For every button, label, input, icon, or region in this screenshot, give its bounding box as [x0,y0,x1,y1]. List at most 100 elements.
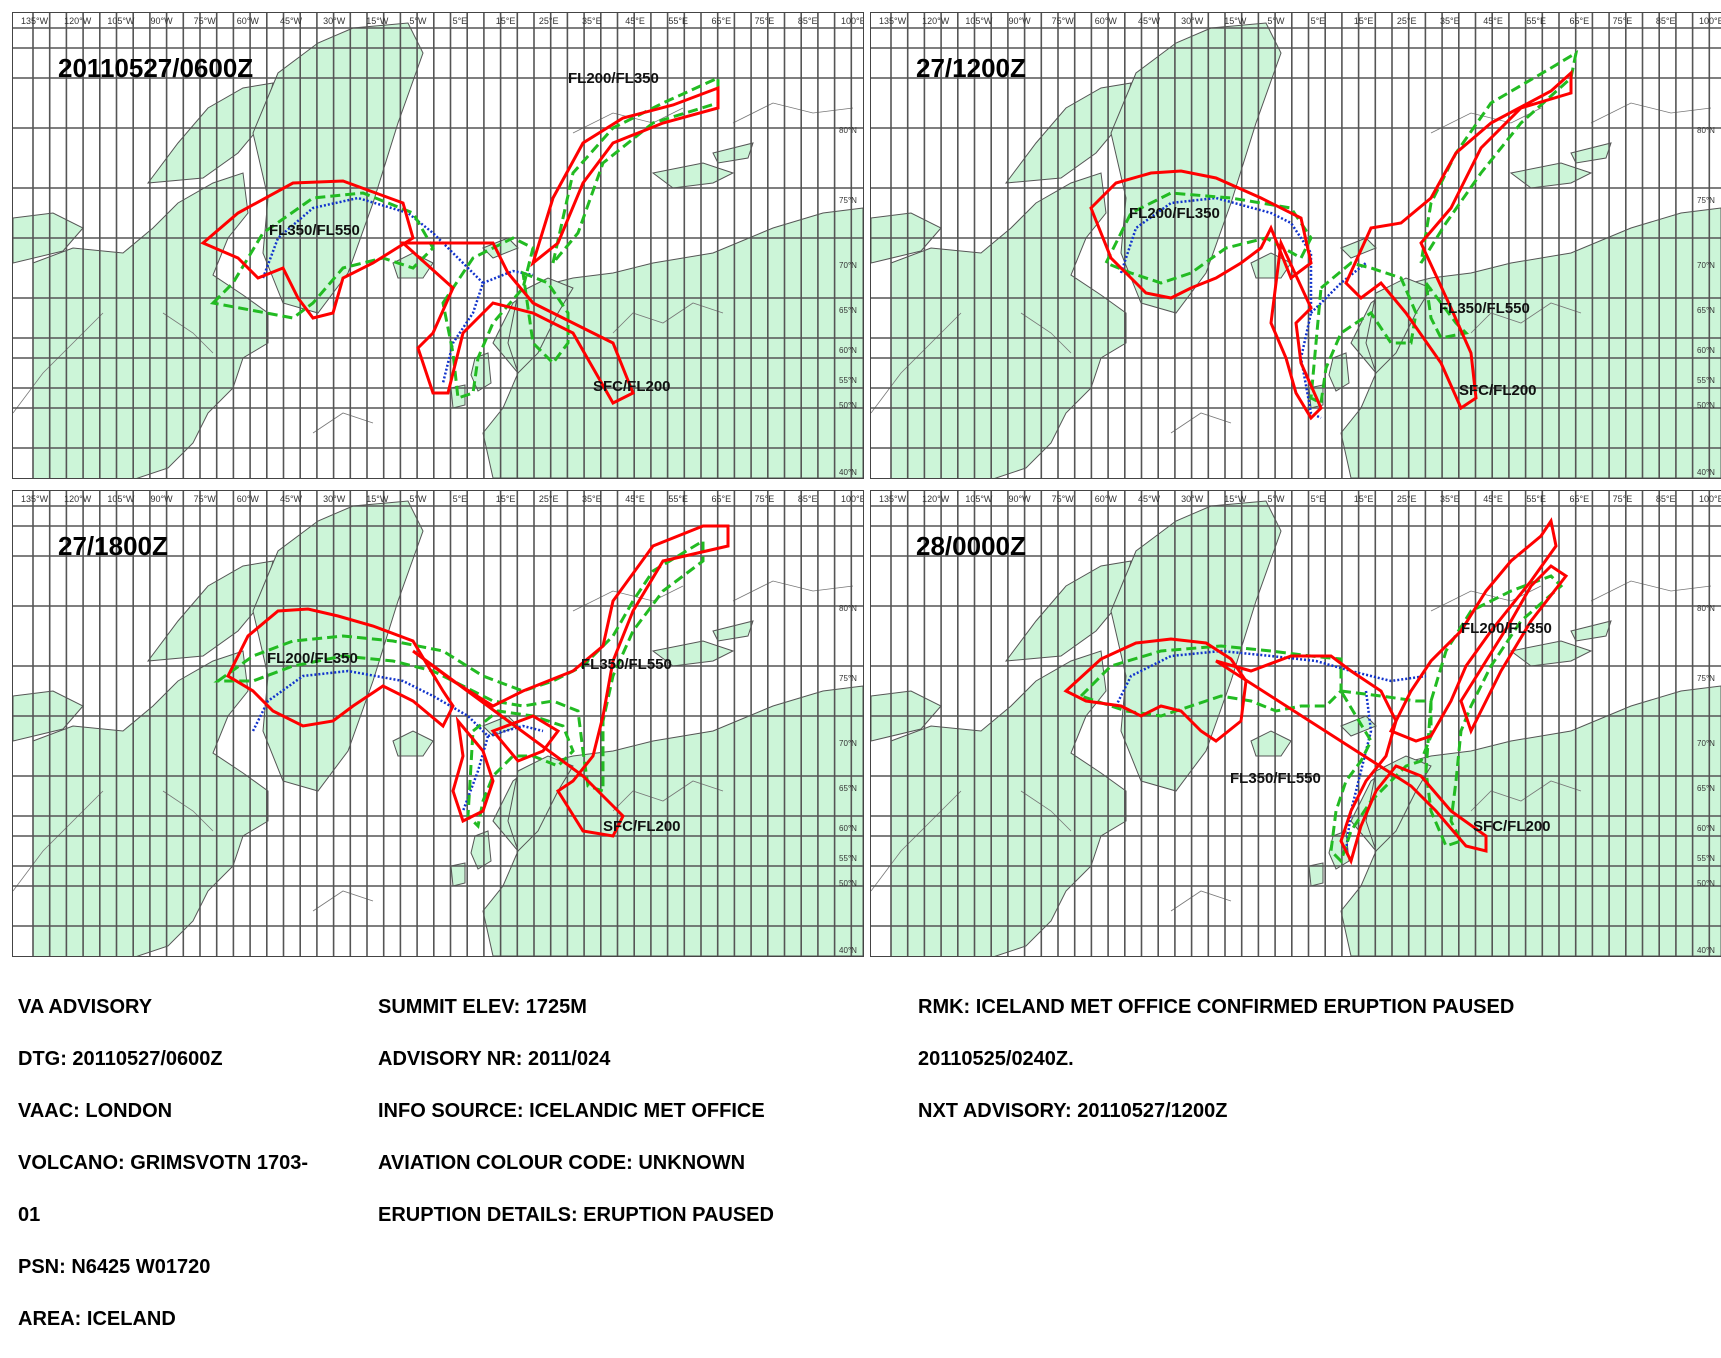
latitude-label: 60°N [839,824,857,833]
advisory-line: PSN: N6425 W01720 [18,1256,211,1278]
longitude-label: 45°E [625,16,645,26]
landmass [1250,730,1292,757]
coastline [1170,890,1232,912]
longitude-label: 15°E [1354,16,1374,26]
latitude-label: 50°N [839,879,857,888]
latitude-label: 75°N [1697,196,1715,205]
landmass [1365,755,1432,852]
coastline [312,412,374,434]
latitude-label: 40°N [839,468,857,477]
longitude-label: 15°W [366,16,389,26]
longitude-label: 5°E [1311,494,1326,504]
latitude-label: 60°N [1697,824,1715,833]
longitude-label: 25°E [1397,16,1417,26]
landmass [1110,500,1282,792]
coastline [1590,580,1712,602]
longitude-label: 75°E [1613,494,1633,504]
longitude-label: 45°E [1483,494,1503,504]
longitude-label: 15°W [1224,16,1247,26]
landmass [1004,560,1132,662]
landmass [392,730,434,757]
latitude-label: 50°N [839,401,857,410]
ash-plume-sfc-fl200 [451,715,495,824]
flight-level-label: FL200/FL350 [568,70,659,87]
longitude-label: 15°W [1224,494,1247,504]
advisory-line: NXT ADVISORY: 20110527/1200Z [918,1100,1228,1122]
longitude-label: 15°E [496,16,516,26]
latitude-label: 50°N [1697,879,1715,888]
coastline [162,312,214,354]
panel-title: 27/1800Z [58,531,168,561]
panel-title: 20110527/0600Z [58,53,254,83]
longitude-label: 35°E [582,16,602,26]
longitude-label: 85°E [798,16,818,26]
longitude-label: 90°W [150,16,173,26]
landmass [450,862,466,887]
latitude-label: 50°N [1697,401,1715,410]
landmass [450,384,466,409]
flight-level-label: SFC/FL200 [1473,818,1551,835]
ash-plume-sfc-fl200 [1459,564,1569,735]
landmass [1509,640,1593,667]
latitude-label: 80°N [1697,126,1715,135]
ash-plume-sfc-fl200 [1089,169,1313,300]
landmass [146,82,274,184]
forecast-panel-t18: 135°W 120°W 105°W 90°W 75°W 60°W 45°W 30°W 15°W 5… [870,490,1721,957]
longitude-label: 100°E [1699,16,1721,26]
ash-plume-fl200-fl350 [441,236,535,401]
coastline [1590,102,1712,124]
latitude-label: 75°N [839,674,857,683]
longitude-label: 75°W [194,494,217,504]
ash-plume-sfc-fl200 [1063,637,1248,743]
ash-plume-fl200-fl350 [1424,574,1564,848]
coastline [1020,790,1072,832]
longitude-label: 120°W [922,16,950,26]
landmass [252,22,424,314]
flight-level-label: SFC/FL200 [1459,382,1537,399]
advisory-column-1: VA ADVISORY DTG: 20110527/0600Z VAAC: LO… [18,968,358,1358]
longitude-label: 100°E [841,16,863,26]
map-canvas: 135°W 120°W 105°W 90°W 75°W 60°W 45°W 30°W 15°W 5… [13,491,863,956]
latitude-label: 80°N [1697,604,1715,613]
landmass [1509,162,1593,189]
longitude-label: 5°E [1311,16,1326,26]
longitude-label: 135°W [879,16,907,26]
longitude-label: 30°W [1181,494,1204,504]
coastline [1020,312,1072,354]
longitude-label: 135°W [879,494,907,504]
map-canvas: 135°W 120°W 105°W 90°W 75°W 60°W 45°W 30°W 15°W 5… [13,13,863,478]
longitude-label: 15°E [1354,494,1374,504]
longitude-label: 5°W [409,494,427,504]
coastline [612,302,724,334]
longitude-label: 65°E [1570,494,1590,504]
ash-plume-sfc-fl200 [200,179,415,320]
landmass [146,560,274,662]
longitude-label: 25°E [1397,494,1417,504]
longitude-label: 65°E [1570,16,1590,26]
advisory-line: ADVISORY NR: 2011/024 [378,1048,611,1070]
longitude-label: 25°E [539,494,559,504]
coastline [1470,780,1582,812]
ash-plume-sfc-fl200 [1344,69,1573,411]
longitude-label: 5°W [1267,16,1285,26]
landmass [507,755,574,852]
longitude-label: 45°W [280,494,303,504]
flight-level-label: FL350/FL550 [1230,770,1321,787]
latitude-label: 80°N [839,604,857,613]
map-canvas: 135°W 120°W 105°W 90°W 75°W 60°W 45°W 30°W 15°W 5… [871,13,1721,478]
landmass [712,620,754,642]
latitude-label: 75°N [1697,674,1715,683]
advisory-line: AREA: ICELAND [18,1308,176,1330]
longitude-label: 45°W [1138,16,1161,26]
longitude-label: 120°W [922,494,950,504]
longitude-label: 5°E [453,16,468,26]
advisory-line: 01 [18,1204,41,1226]
latitude-label: 60°N [1697,346,1715,355]
longitude-label: 85°E [1656,494,1676,504]
ash-plume-fl350-fl550 [261,196,485,384]
flight-level-label: FL350/FL550 [1439,300,1530,317]
longitude-label: 75°W [1052,16,1075,26]
longitude-label: 65°E [712,494,732,504]
flight-level-label: SFC/FL200 [603,818,681,835]
longitude-label: 35°E [1440,16,1460,26]
